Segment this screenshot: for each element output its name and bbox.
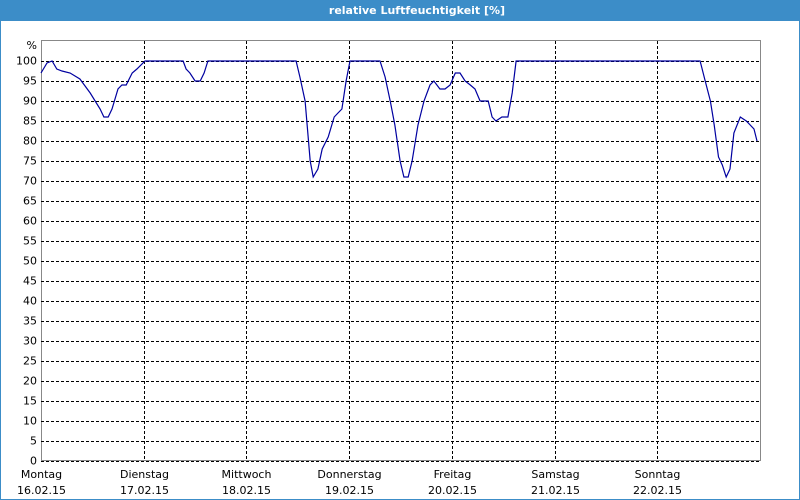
- y-tick-label: 100: [16, 55, 37, 68]
- x-tick-label: Samstag: [531, 468, 579, 481]
- data-line: [40, 60, 758, 179]
- chart-title: relative Luftfeuchtigkeit [%]: [329, 4, 505, 17]
- y-tick-label: 95: [23, 75, 37, 88]
- title-bar: [0, 0, 800, 21]
- x-tick-label: Donnerstag: [317, 468, 381, 481]
- y-tick-label: 60: [23, 215, 37, 228]
- y-tick-label: 25: [23, 355, 37, 368]
- y-tick-label: 55: [23, 235, 37, 248]
- y-tick-label: 75: [23, 155, 37, 168]
- y-tick-label: 20: [23, 375, 37, 388]
- x-tick-label: Sonntag: [635, 468, 681, 481]
- y-tick-label: 65: [23, 195, 37, 208]
- y-unit-label: %: [27, 39, 37, 52]
- y-tick-label: 45: [23, 275, 37, 288]
- x-tick-label: Dienstag: [120, 468, 169, 481]
- y-tick-label: 0: [30, 455, 37, 468]
- y-tick-label: 30: [23, 335, 37, 348]
- x-tick-label: Mittwoch: [222, 468, 272, 481]
- y-tick-label: 85: [23, 115, 37, 128]
- x-tick-label: Montag: [21, 468, 62, 481]
- y-tick-label: 35: [23, 315, 37, 328]
- x-tick-date: 20.02.15: [428, 484, 477, 497]
- x-tick-date: 16.02.15: [17, 484, 66, 497]
- y-tick-label: 10: [23, 415, 37, 428]
- x-tick-date: 19.02.15: [325, 484, 374, 497]
- plot-area: [41, 40, 761, 461]
- y-tick-label: 80: [23, 135, 37, 148]
- x-tick-date: 21.02.15: [531, 484, 580, 497]
- x-tick-date: 17.02.15: [120, 484, 169, 497]
- y-tick-label: 50: [23, 255, 37, 268]
- y-tick-label: 90: [23, 95, 37, 108]
- x-tick-date: 18.02.15: [222, 484, 271, 497]
- x-tick-label: Freitag: [434, 468, 472, 481]
- y-tick-label: 5: [30, 435, 37, 448]
- y-tick-label: 15: [23, 395, 37, 408]
- y-tick-label: 70: [23, 175, 37, 188]
- y-tick-label: 40: [23, 295, 37, 308]
- x-tick-date: 22.02.15: [633, 484, 682, 497]
